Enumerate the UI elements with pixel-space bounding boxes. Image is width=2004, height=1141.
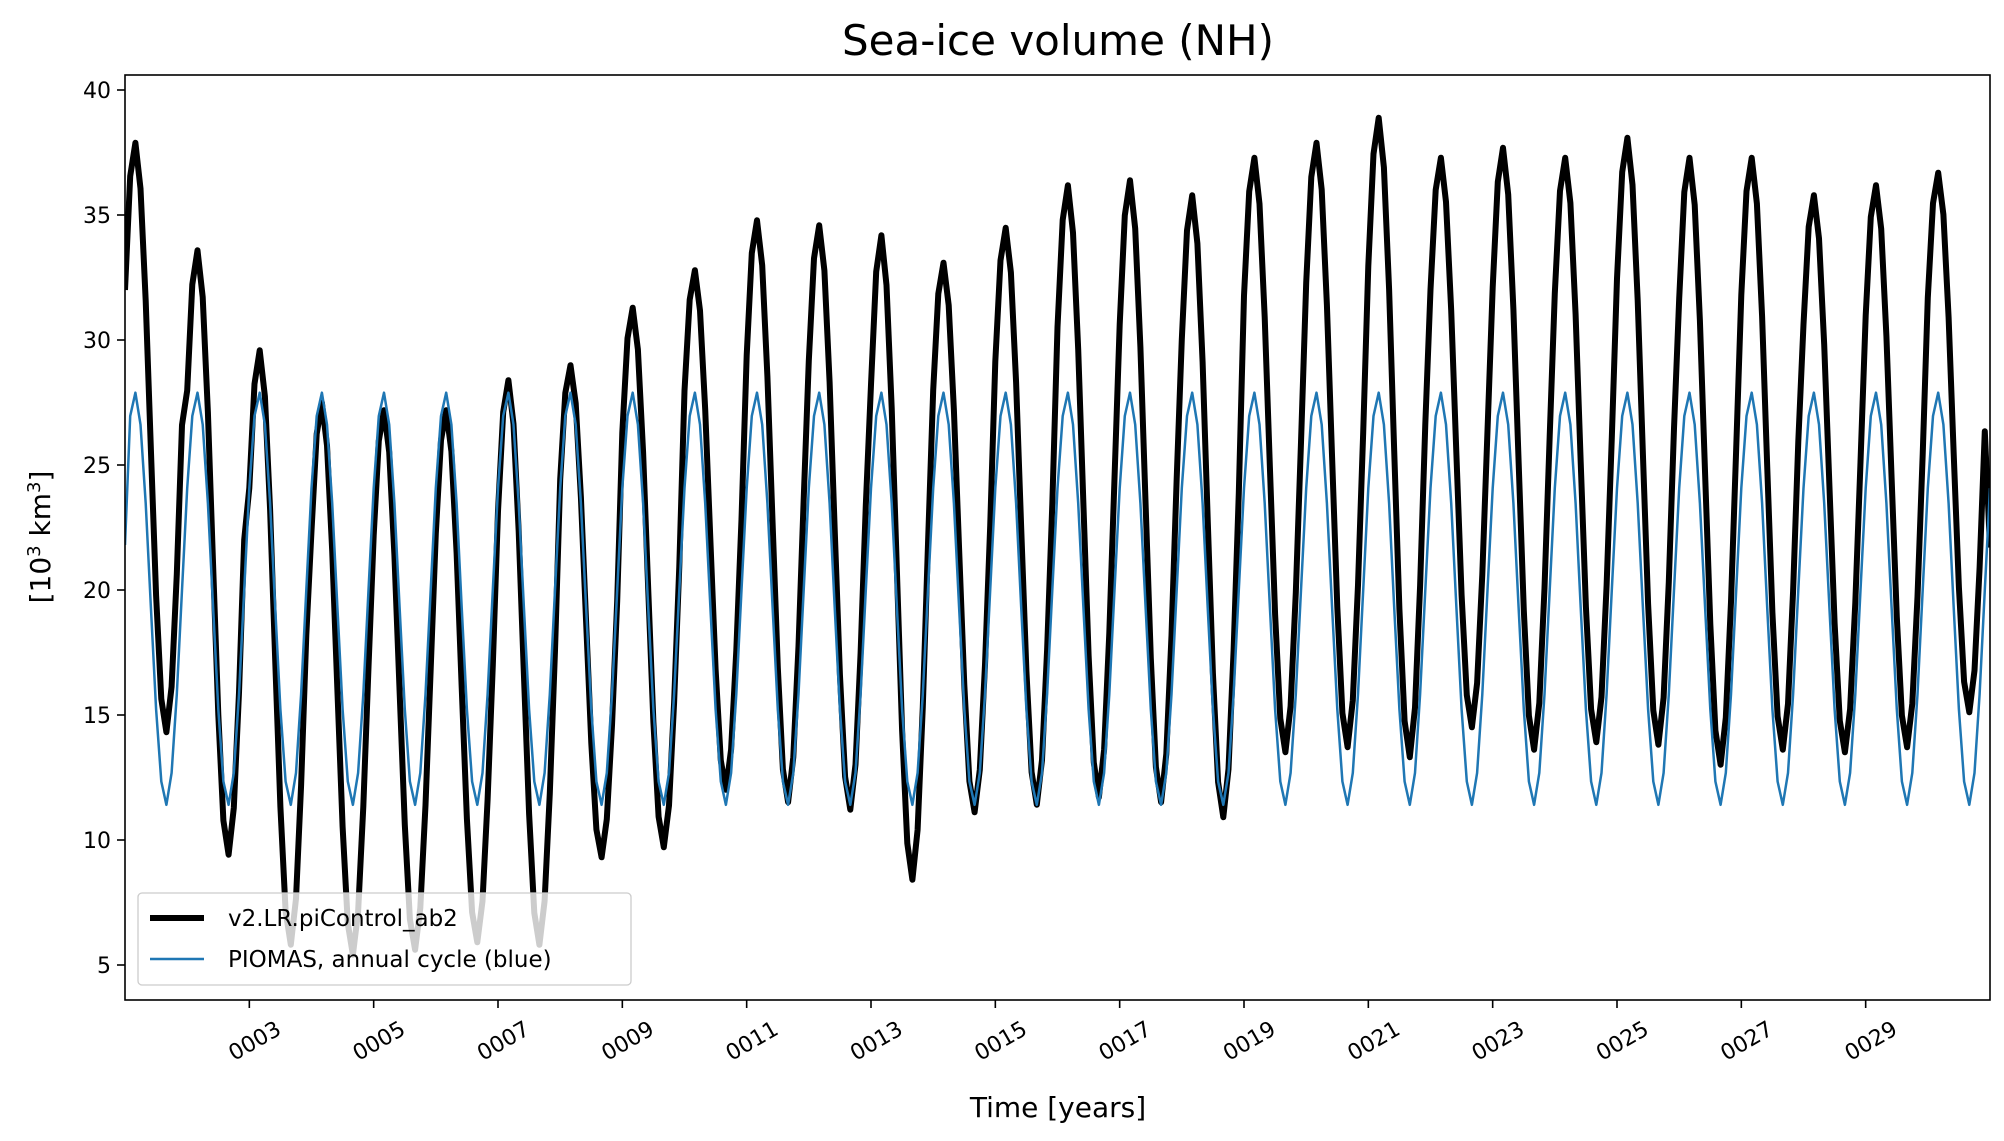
legend: v2.LR.piControl_ab2 PIOMAS, annual cycle…: [137, 892, 632, 986]
y-tick-label: 10: [83, 829, 111, 854]
plot-area-frame: [124, 74, 1991, 1001]
y-tick-label: 25: [83, 454, 111, 479]
y-tick-label: 40: [83, 79, 111, 104]
y-tick-label: 35: [83, 204, 111, 229]
legend-label-model: v2.LR.piControl_ab2: [228, 906, 458, 932]
y-axis-title-close: ]: [24, 471, 57, 482]
y-axis-title-unit-exp: 3: [24, 482, 45, 493]
y-axis: 5 10 15 20 25 30 35 40: [83, 79, 125, 979]
y-axis-title-base: [10: [24, 557, 57, 604]
y-axis-title-exp: 3: [24, 545, 45, 556]
y-tick-label: 20: [83, 579, 111, 604]
series-line-piomas: [125, 391, 1990, 807]
series-line-model: [125, 114, 1990, 958]
y-axis-title: [103 km3]: [24, 471, 57, 604]
x-axis-title: Time [years]: [969, 1091, 1146, 1124]
y-tick-label: 5: [97, 954, 111, 979]
plot-lines: [125, 114, 1990, 958]
y-axis-title-unit: km: [24, 493, 57, 545]
y-tick-label: 15: [83, 704, 111, 729]
legend-label-piomas: PIOMAS, annual cycle (blue): [228, 947, 552, 973]
chart-title: Sea-ice volume (NH): [842, 16, 1274, 65]
y-tick-label: 30: [83, 329, 111, 354]
legend-box: [137, 892, 632, 986]
